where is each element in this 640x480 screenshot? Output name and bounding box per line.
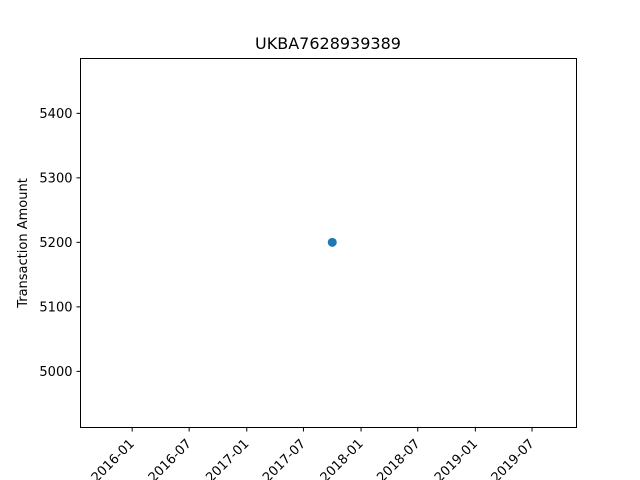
data-point (327, 237, 337, 247)
plot-area-frame (80, 58, 577, 428)
y-axis-ticks: 5000 5100 5200 5300 5400 (39, 107, 81, 380)
data-points (327, 237, 337, 247)
y-tick-label: 5200 (39, 236, 72, 251)
y-axis-label: Transaction Amount (16, 178, 31, 309)
chart-title: UKBA7628939389 (255, 34, 401, 53)
y-tick-label: 5400 (39, 107, 72, 122)
y-tick-label: 5000 (39, 365, 72, 380)
y-tick-label: 5100 (39, 300, 72, 315)
y-tick-label: 5300 (39, 171, 72, 186)
